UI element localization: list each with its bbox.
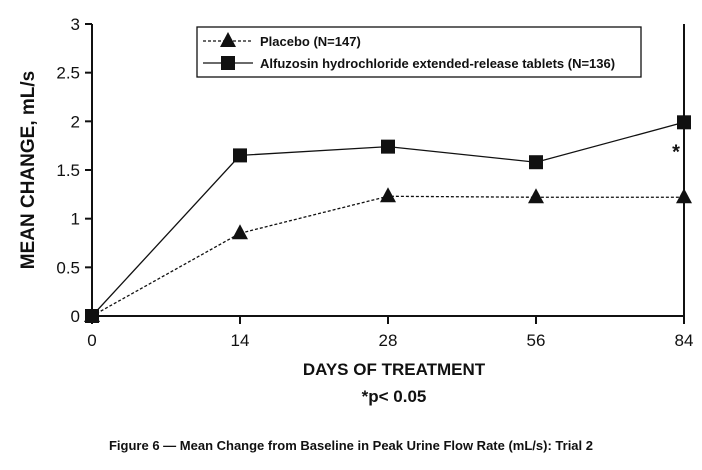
legend: Placebo (N=147) Alfuzosin hydrochloride e… <box>196 26 642 78</box>
triangle-marker <box>528 188 544 204</box>
x-tick-label: 84 <box>675 331 694 350</box>
axes: 0 0.5 1 1.5 2 2.5 3 0 14 28 56 84 <box>56 15 693 350</box>
y-tick-label: 2.5 <box>56 64 80 83</box>
y-tick-label: 3 <box>71 15 80 34</box>
footnote: *p< 0.05 <box>362 387 427 406</box>
square-marker <box>85 309 99 323</box>
square-marker <box>233 148 247 163</box>
y-tick-label: 2 <box>71 112 80 131</box>
triangle-marker <box>380 187 396 203</box>
chart-title: Figure 6 — Mean Change from Baseline in … <box>109 438 593 453</box>
y-tick-label: 0 <box>71 307 80 326</box>
x-tick-label: 56 <box>527 331 546 350</box>
square-marker <box>677 115 691 130</box>
legend-label: Alfuzosin hydrochloride extended-release… <box>260 56 615 71</box>
x-axis-label: DAYS OF TREATMENT <box>303 360 486 379</box>
triangle-marker <box>676 188 692 204</box>
triangle-marker <box>232 224 248 240</box>
y-axis-label: MEAN CHANGE, mL/s <box>18 71 39 269</box>
series-line-0 <box>91 195 684 317</box>
significance-asterisk: * <box>672 141 680 163</box>
legend-label: Placebo (N=147) <box>260 34 361 49</box>
x-tick-label: 14 <box>231 331 250 350</box>
legend-box <box>196 26 642 78</box>
y-tick-label: 0.5 <box>56 258 80 277</box>
square-marker <box>529 155 543 170</box>
x-tick-label: 0 <box>87 331 96 350</box>
y-tick-label: 1 <box>71 210 80 229</box>
triangle-marker <box>220 32 236 47</box>
x-tick-label: 28 <box>379 331 398 350</box>
square-marker <box>381 139 395 154</box>
y-tick-label: 1.5 <box>56 161 80 180</box>
square-marker <box>221 56 235 70</box>
series-layer: * <box>84 115 692 323</box>
